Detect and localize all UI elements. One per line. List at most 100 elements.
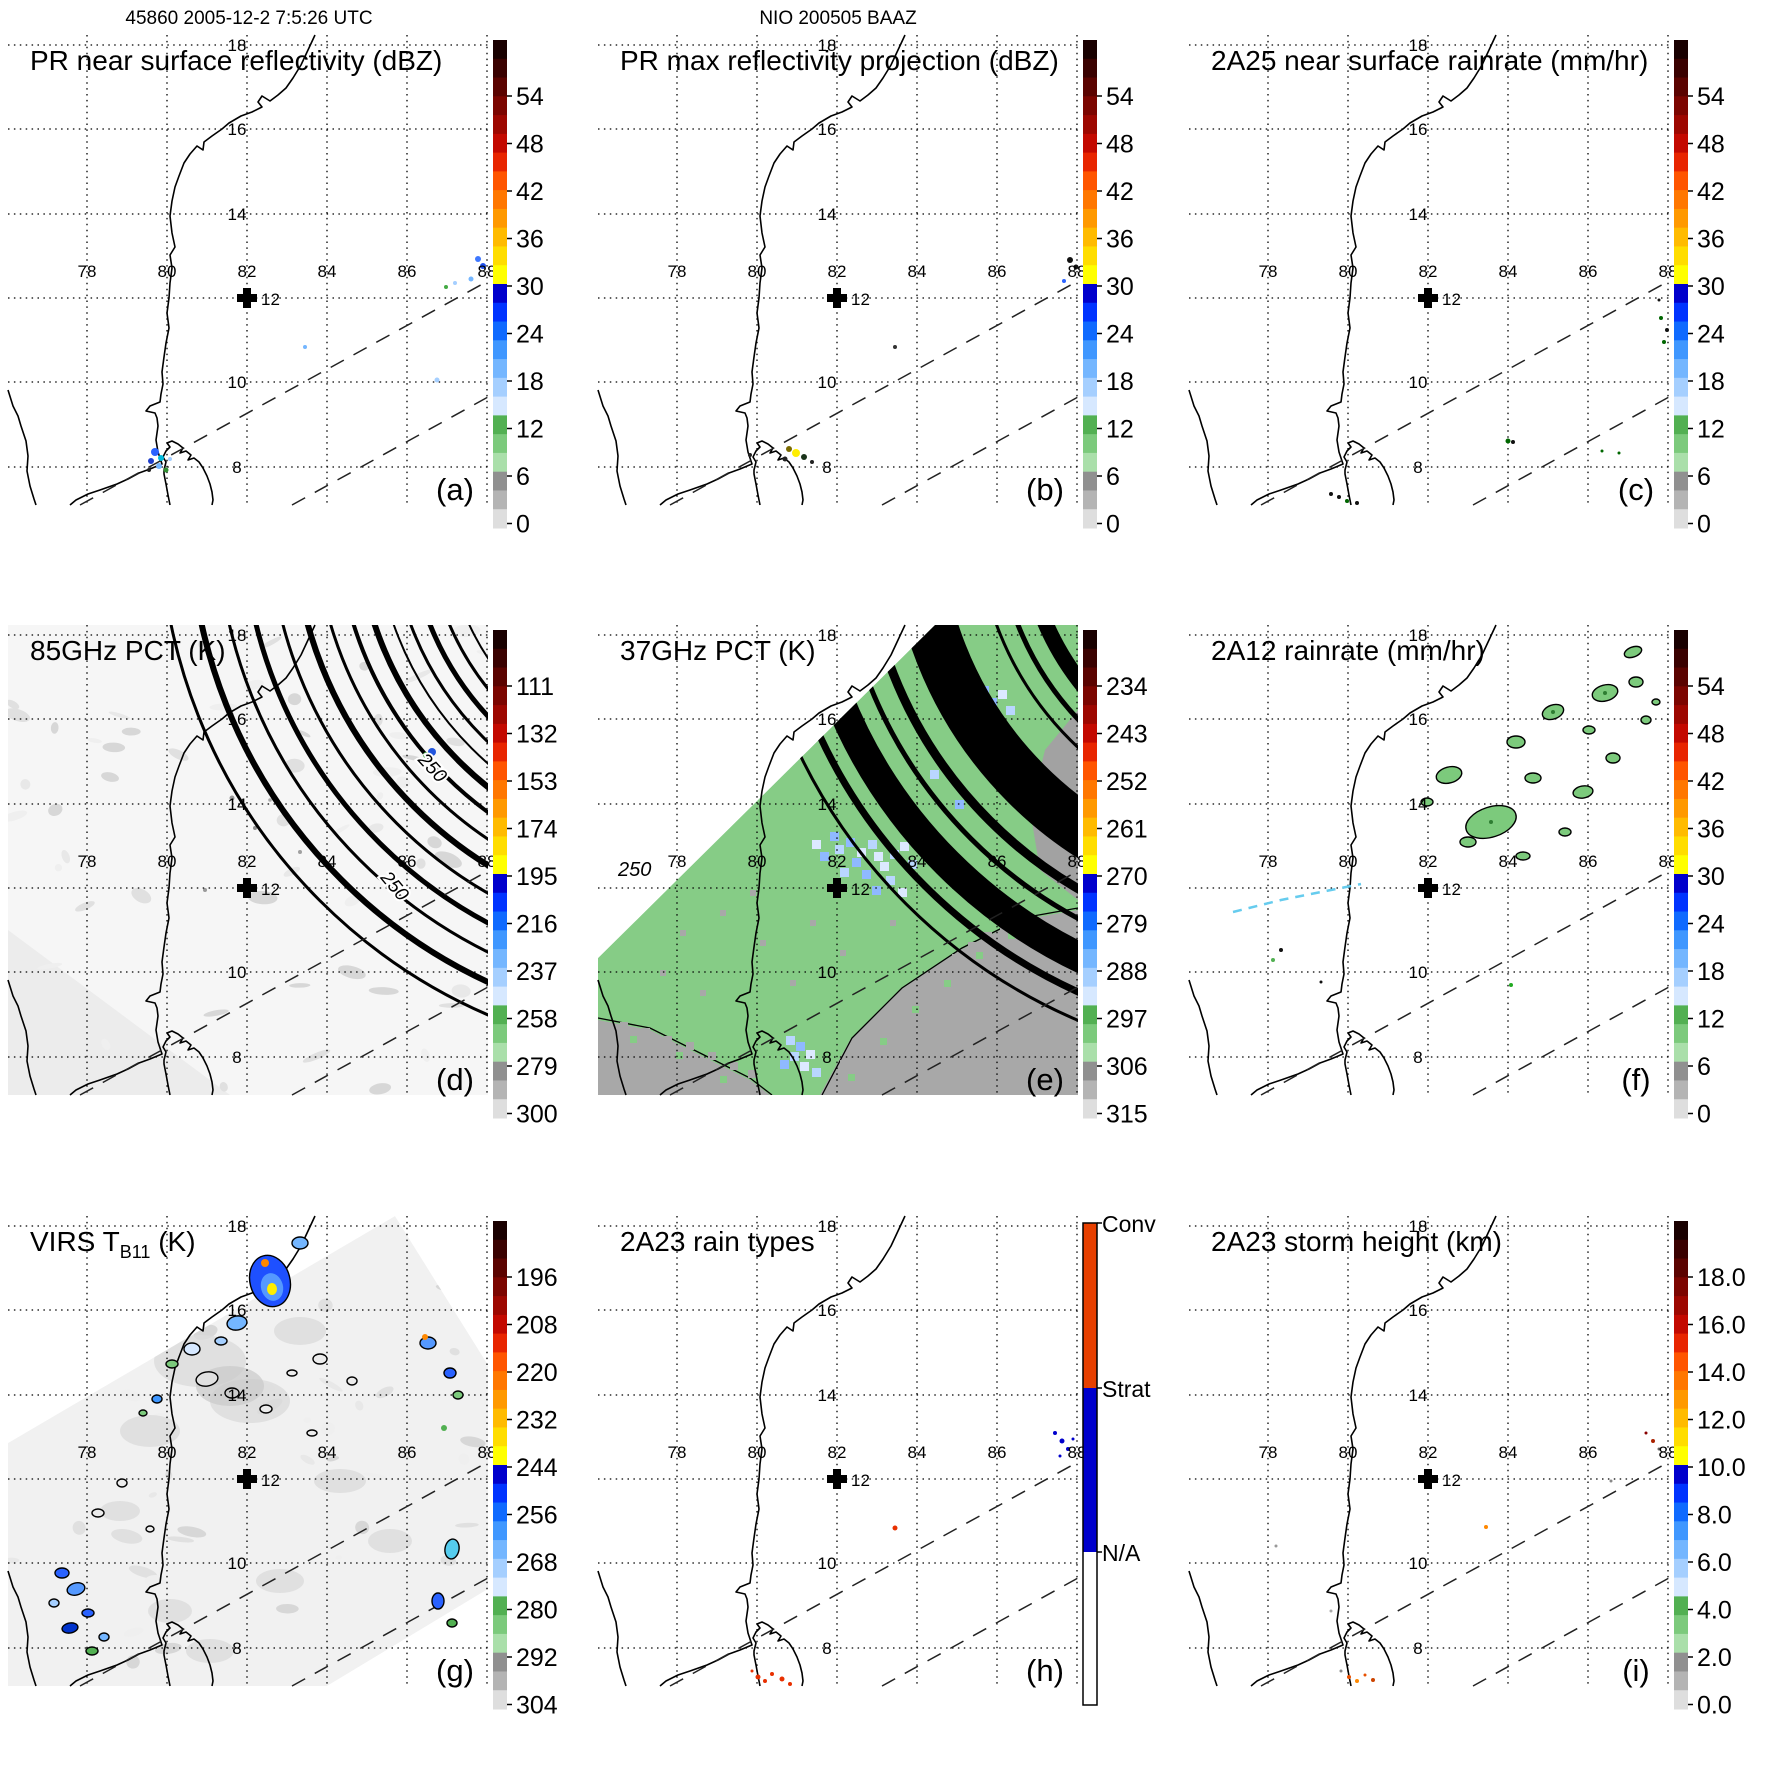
colorbar-segment [1083,630,1097,650]
field-texture [389,732,410,740]
colorbar-segment [1674,1671,1688,1691]
colorbar-tick-label: 12 [1697,416,1725,444]
rain-cell-blob [419,1336,437,1350]
field-pixel [904,994,912,1002]
data-speck [1337,495,1341,499]
field-texture [131,888,152,904]
colorbar-segment [1083,930,1097,950]
colorbar-tick-label: 0 [1106,511,1120,539]
colorbar-segment [1674,648,1688,669]
rain-cell-blob [165,1359,179,1369]
data-speck [1345,499,1349,503]
colorbar-segment [1674,1296,1688,1316]
data-speck [151,448,159,456]
field-pixel [900,842,909,851]
marker-lat-label: 12 [851,290,870,309]
colorbar-segment [1674,227,1688,247]
colorbar-segment [1674,396,1688,416]
colorbar-segment [1083,986,1097,1006]
lon-label: 86 [988,1443,1007,1462]
rain-cell-blob [226,1315,248,1331]
panel-title: 2A23 storm height (km) [1211,1226,1502,1257]
lat-label: 18 [228,36,247,55]
colorbar-segment [493,648,507,669]
field-texture [75,1284,95,1297]
rain-cell-blob [1558,827,1572,837]
field-texture [61,850,71,864]
field-pixel [760,940,766,946]
colorbar-segment [1083,340,1097,360]
colorbar-segment [493,171,507,191]
colorbar-tick-label: 6 [1697,1053,1711,1081]
panel-letter: (b) [1026,472,1064,507]
colorbar-tick-label: 18 [516,368,544,396]
colorbar-segment [1083,967,1097,988]
colorbar-segment [1674,1042,1688,1063]
colorbar-tick-label: 232 [516,1407,558,1435]
pr-swath-edges [1260,1461,1670,1687]
field-pixel [790,1052,799,1061]
colorbar-tick-label: 292 [516,1644,558,1672]
data-speck [1511,440,1515,444]
data-speck [1274,1544,1278,1548]
colorbar-tick-label: 306 [1106,1053,1148,1081]
field-texture [451,984,471,998]
colorbar-segment [493,1521,507,1541]
colorbar-segment [1674,1352,1688,1372]
colorbar-segment [493,911,507,931]
field-texture [355,1520,370,1535]
lon-label: 82 [238,852,257,871]
rain-cell-blob [444,1538,460,1560]
colorbar-tick-label: 234 [1106,673,1148,701]
rain-cell-blob [267,1283,277,1295]
rain-cell-blob [195,1371,219,1387]
colorbar-segment [1674,1333,1688,1353]
data-speck [428,748,436,756]
rain-cell-blob [1605,752,1621,764]
colorbar-tick-label: 252 [1106,768,1148,796]
lat-label: 14 [228,795,247,814]
colorbar-segment [493,705,507,725]
field-texture [458,1453,470,1465]
colorbar-segment [1083,171,1097,191]
colorbar-g: 196 208 220 232 244 256 268 280 292 304 [493,1221,558,1720]
lon-label: 86 [1579,852,1598,871]
field-pixel [790,980,796,986]
colorbar-f: 54 48 42 36 30 24 18 12 6 0 [1674,630,1725,1129]
lat-label: 16 [1409,710,1428,729]
lon-label: 82 [1419,1443,1438,1462]
lat-label: 18 [818,36,837,55]
colorbar-segment [1083,396,1097,416]
location-cross-marker [1418,288,1438,308]
rain-cell-blob [286,1369,298,1377]
field-texture [320,1421,335,1436]
colorbar-segment [493,817,507,837]
rain-cell-blob [98,1632,110,1642]
rain-cell-blob [446,1618,458,1628]
colorbar-segment [493,509,507,529]
panel-title: 2A23 rain types [620,1226,815,1257]
field-pixel [750,890,756,896]
lon-label: 82 [238,262,257,281]
rain-cell-blob [145,1525,155,1533]
colorbar-segment [493,855,507,875]
colorbar-segment [1674,490,1688,510]
field-texture [8,1225,19,1237]
colorbar-segment [1674,798,1688,819]
colorbar-tick-label: Strat [1102,1376,1151,1402]
colorbar-segment [493,190,507,210]
field-texture [157,1291,172,1301]
field-texture [422,1652,434,1667]
colorbar-segment [493,1558,507,1579]
colorbar-segment [1674,817,1688,837]
panel-letter: (g) [436,1653,474,1688]
field-pixel [708,1052,716,1060]
colorbar-tick-label: 0 [516,511,530,539]
panel-h-plot: 78 80 82 84 86 88 18 16 14 10 8 12 2A23 rain types (h… [597,1211,1156,1706]
colorbar-tick-label: 268 [516,1549,558,1577]
lat-label: 10 [228,963,247,982]
colorbar-segment [493,686,507,706]
colorbar-tick-label: 14.0 [1697,1359,1746,1387]
colorbar-e: 234 243 252 261 270 279 288 297 306 315 [1083,630,1148,1129]
